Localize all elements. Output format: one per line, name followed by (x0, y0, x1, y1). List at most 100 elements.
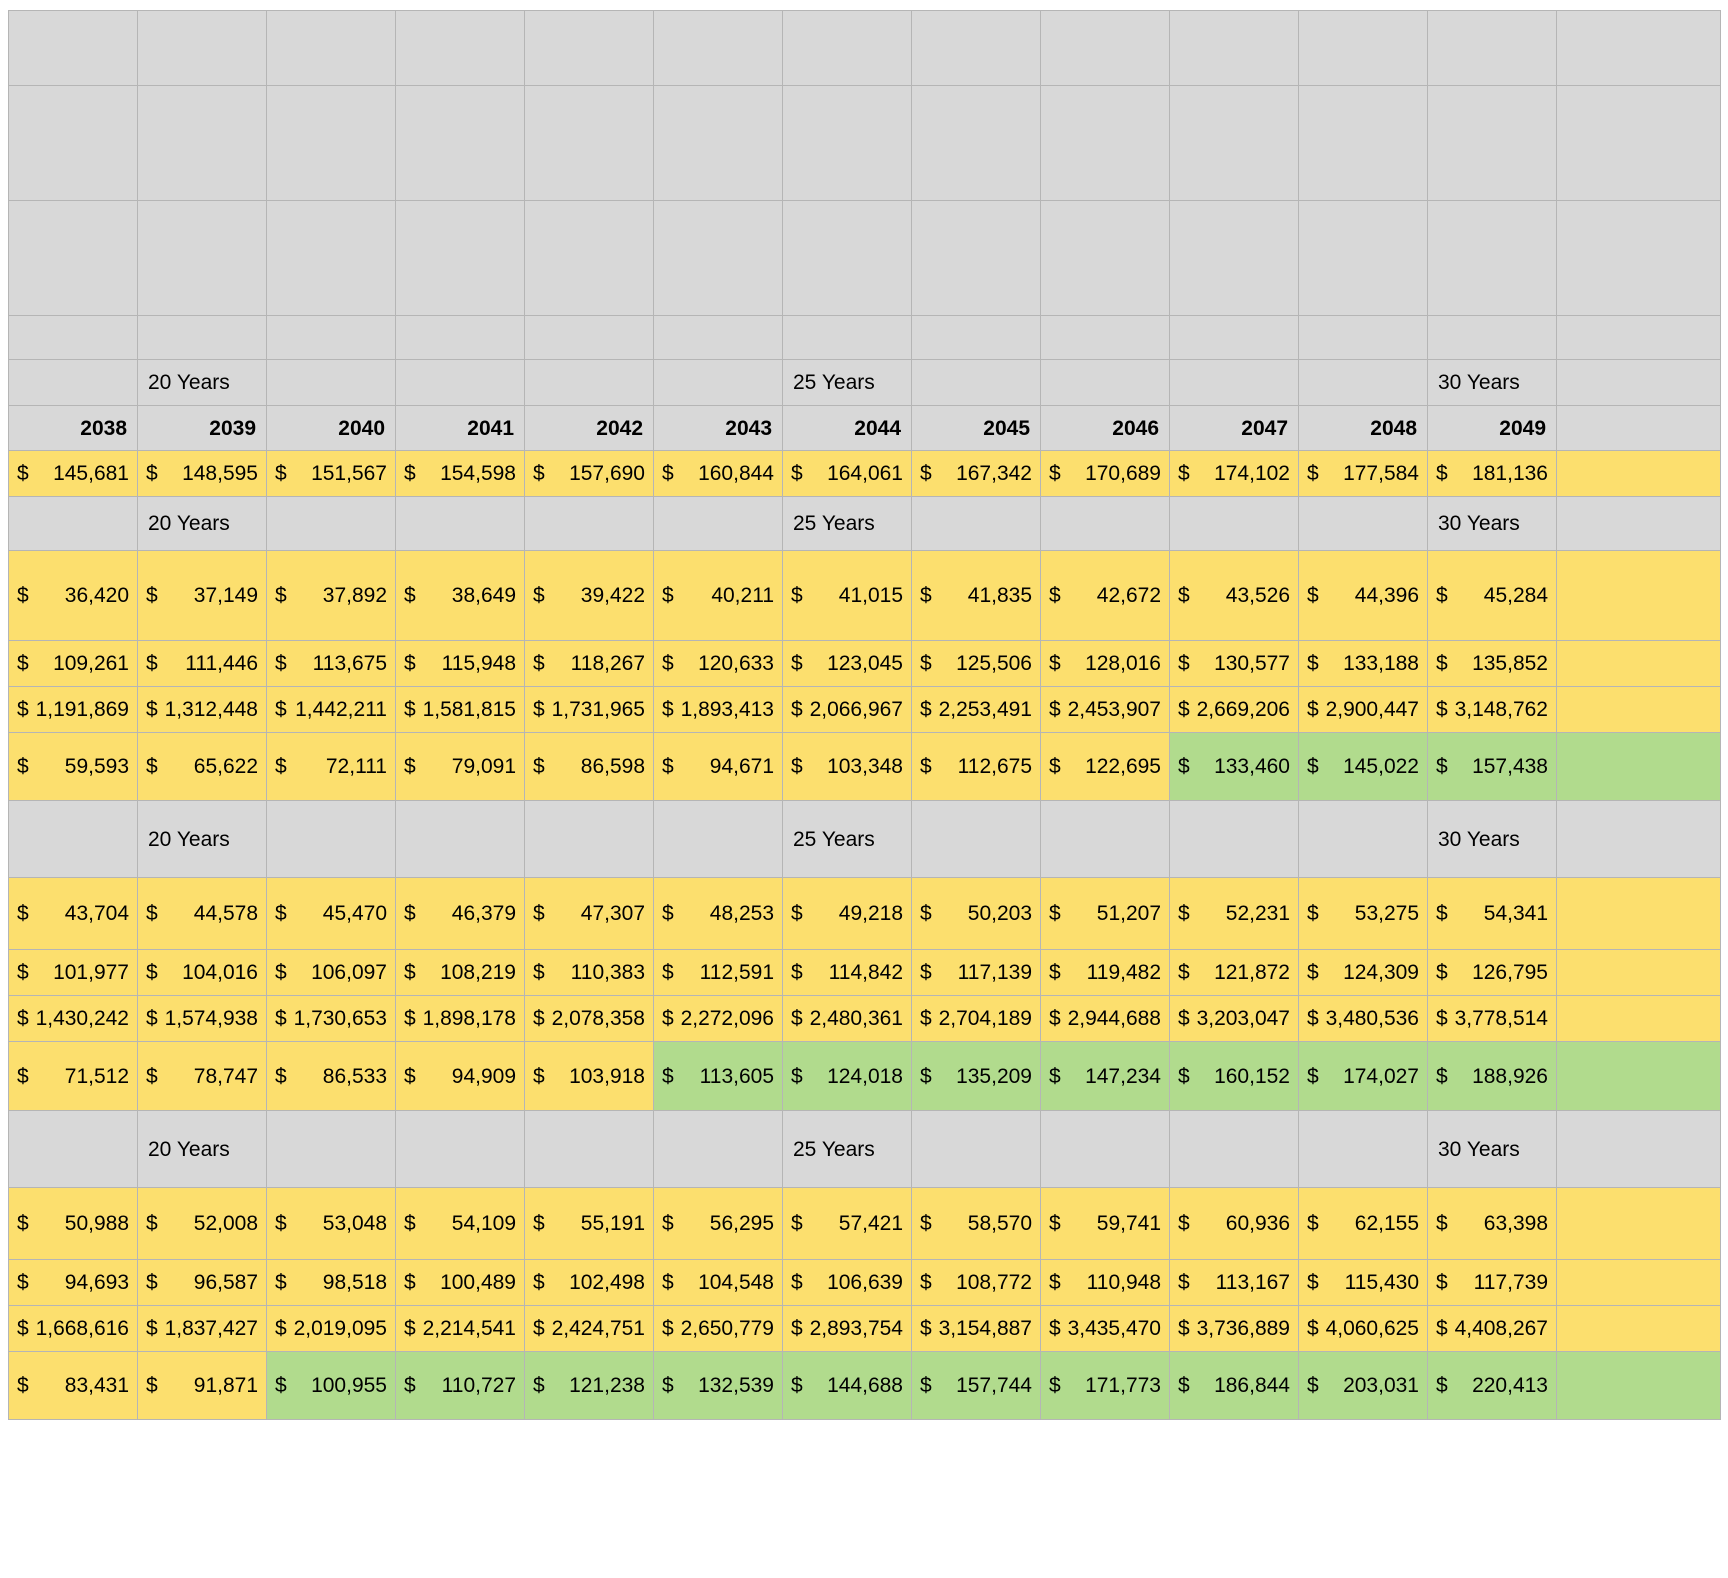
money-cell[interactable]: $104,548 (654, 1260, 783, 1306)
period-label-cell[interactable] (1170, 497, 1299, 551)
year-header-cell[interactable]: 2045 (912, 406, 1041, 451)
period-label-cell[interactable] (525, 360, 654, 406)
period-label-cell[interactable] (654, 360, 783, 406)
money-cell[interactable]: $124,018 (783, 1042, 912, 1111)
year-header-cell[interactable]: 2047 (1170, 406, 1299, 451)
money-cell[interactable]: $112,675 (912, 733, 1041, 801)
money-cell[interactable]: $186,844 (1170, 1352, 1299, 1420)
money-cell[interactable]: $53,275 (1299, 878, 1428, 950)
money-cell[interactable]: $94,693 (9, 1260, 138, 1306)
money-cell[interactable] (1557, 641, 1721, 687)
money-cell[interactable]: $126,795 (1428, 950, 1557, 996)
money-cell[interactable]: $44,396 (1299, 551, 1428, 641)
year-header-cell[interactable]: 2046 (1041, 406, 1170, 451)
money-cell[interactable]: $71,512 (9, 1042, 138, 1111)
money-cell[interactable]: $86,533 (267, 1042, 396, 1111)
money-cell[interactable]: $37,149 (138, 551, 267, 641)
money-cell[interactable]: $108,219 (396, 950, 525, 996)
money-cell[interactable]: $47,307 (525, 878, 654, 950)
money-cell[interactable]: $52,008 (138, 1188, 267, 1260)
empty-cell[interactable] (783, 86, 912, 201)
empty-cell[interactable] (138, 201, 267, 316)
period-label-cell[interactable] (267, 1111, 396, 1188)
money-cell[interactable]: $115,430 (1299, 1260, 1428, 1306)
money-cell[interactable]: $65,622 (138, 733, 267, 801)
money-cell[interactable]: $36,420 (9, 551, 138, 641)
money-cell[interactable]: $132,539 (654, 1352, 783, 1420)
period-label-cell[interactable] (396, 360, 525, 406)
year-header-cell[interactable]: 2040 (267, 406, 396, 451)
money-cell[interactable]: $37,892 (267, 551, 396, 641)
money-cell[interactable]: $2,078,358 (525, 996, 654, 1042)
period-label-cell[interactable] (1041, 1111, 1170, 1188)
money-cell[interactable]: $50,203 (912, 878, 1041, 950)
period-label-cell[interactable] (525, 1111, 654, 1188)
money-cell[interactable]: $113,605 (654, 1042, 783, 1111)
money-cell[interactable]: $2,066,967 (783, 687, 912, 733)
money-cell[interactable]: $2,669,206 (1170, 687, 1299, 733)
money-cell[interactable]: $3,736,889 (1170, 1306, 1299, 1352)
money-cell[interactable]: $39,422 (525, 551, 654, 641)
money-cell[interactable] (1557, 1260, 1721, 1306)
empty-cell[interactable] (9, 86, 138, 201)
empty-cell[interactable] (9, 316, 138, 360)
money-cell[interactable]: $110,948 (1041, 1260, 1170, 1306)
empty-cell[interactable] (267, 316, 396, 360)
money-cell[interactable]: $104,016 (138, 950, 267, 996)
money-cell[interactable]: $3,435,470 (1041, 1306, 1170, 1352)
period-label-cell[interactable] (267, 497, 396, 551)
money-cell[interactable]: $41,015 (783, 551, 912, 641)
period-label-cell[interactable] (1170, 801, 1299, 878)
empty-cell[interactable] (525, 86, 654, 201)
money-cell[interactable]: $1,837,427 (138, 1306, 267, 1352)
money-cell[interactable]: $3,480,536 (1299, 996, 1428, 1042)
empty-cell[interactable] (267, 11, 396, 86)
money-cell[interactable]: $94,909 (396, 1042, 525, 1111)
money-cell[interactable]: $44,578 (138, 878, 267, 950)
money-cell[interactable]: $3,154,887 (912, 1306, 1041, 1352)
empty-cell[interactable] (1299, 11, 1428, 86)
empty-cell[interactable] (1299, 201, 1428, 316)
money-cell[interactable] (1557, 1306, 1721, 1352)
money-cell[interactable]: $2,480,361 (783, 996, 912, 1042)
money-cell[interactable]: $1,668,616 (9, 1306, 138, 1352)
money-cell[interactable]: $145,022 (1299, 733, 1428, 801)
money-cell[interactable]: $109,261 (9, 641, 138, 687)
year-header-cell[interactable]: 2043 (654, 406, 783, 451)
empty-cell[interactable] (267, 86, 396, 201)
money-cell[interactable]: $203,031 (1299, 1352, 1428, 1420)
period-label-cell[interactable] (1299, 497, 1428, 551)
empty-cell[interactable] (525, 11, 654, 86)
period-label-cell[interactable]: 20 Years (138, 497, 267, 551)
money-cell[interactable]: $174,102 (1170, 451, 1299, 497)
money-cell[interactable]: $103,348 (783, 733, 912, 801)
money-cell[interactable]: $63,398 (1428, 1188, 1557, 1260)
money-cell[interactable]: $83,431 (9, 1352, 138, 1420)
empty-cell[interactable] (1041, 316, 1170, 360)
money-cell[interactable]: $59,741 (1041, 1188, 1170, 1260)
period-label-cell[interactable] (1299, 360, 1428, 406)
money-cell[interactable]: $45,284 (1428, 551, 1557, 641)
money-cell[interactable]: $1,898,178 (396, 996, 525, 1042)
period-label-cell[interactable] (1557, 497, 1721, 551)
money-cell[interactable] (1557, 878, 1721, 950)
money-cell[interactable]: $167,342 (912, 451, 1041, 497)
money-cell[interactable]: $174,027 (1299, 1042, 1428, 1111)
money-cell[interactable]: $41,835 (912, 551, 1041, 641)
period-label-cell[interactable] (267, 801, 396, 878)
money-cell[interactable]: $46,379 (396, 878, 525, 950)
money-cell[interactable]: $1,731,965 (525, 687, 654, 733)
money-cell[interactable] (1557, 551, 1721, 641)
money-cell[interactable]: $2,900,447 (1299, 687, 1428, 733)
period-label-cell[interactable]: 30 Years (1428, 497, 1557, 551)
empty-cell[interactable] (1428, 86, 1557, 201)
money-cell[interactable]: $148,595 (138, 451, 267, 497)
money-cell[interactable]: $43,704 (9, 878, 138, 950)
money-cell[interactable]: $101,977 (9, 950, 138, 996)
period-label-cell[interactable] (9, 1111, 138, 1188)
empty-cell[interactable] (525, 316, 654, 360)
year-header-cell[interactable]: 2038 (9, 406, 138, 451)
money-cell[interactable]: $112,591 (654, 950, 783, 996)
period-label-cell[interactable] (1041, 497, 1170, 551)
year-header-cell[interactable]: 2048 (1299, 406, 1428, 451)
